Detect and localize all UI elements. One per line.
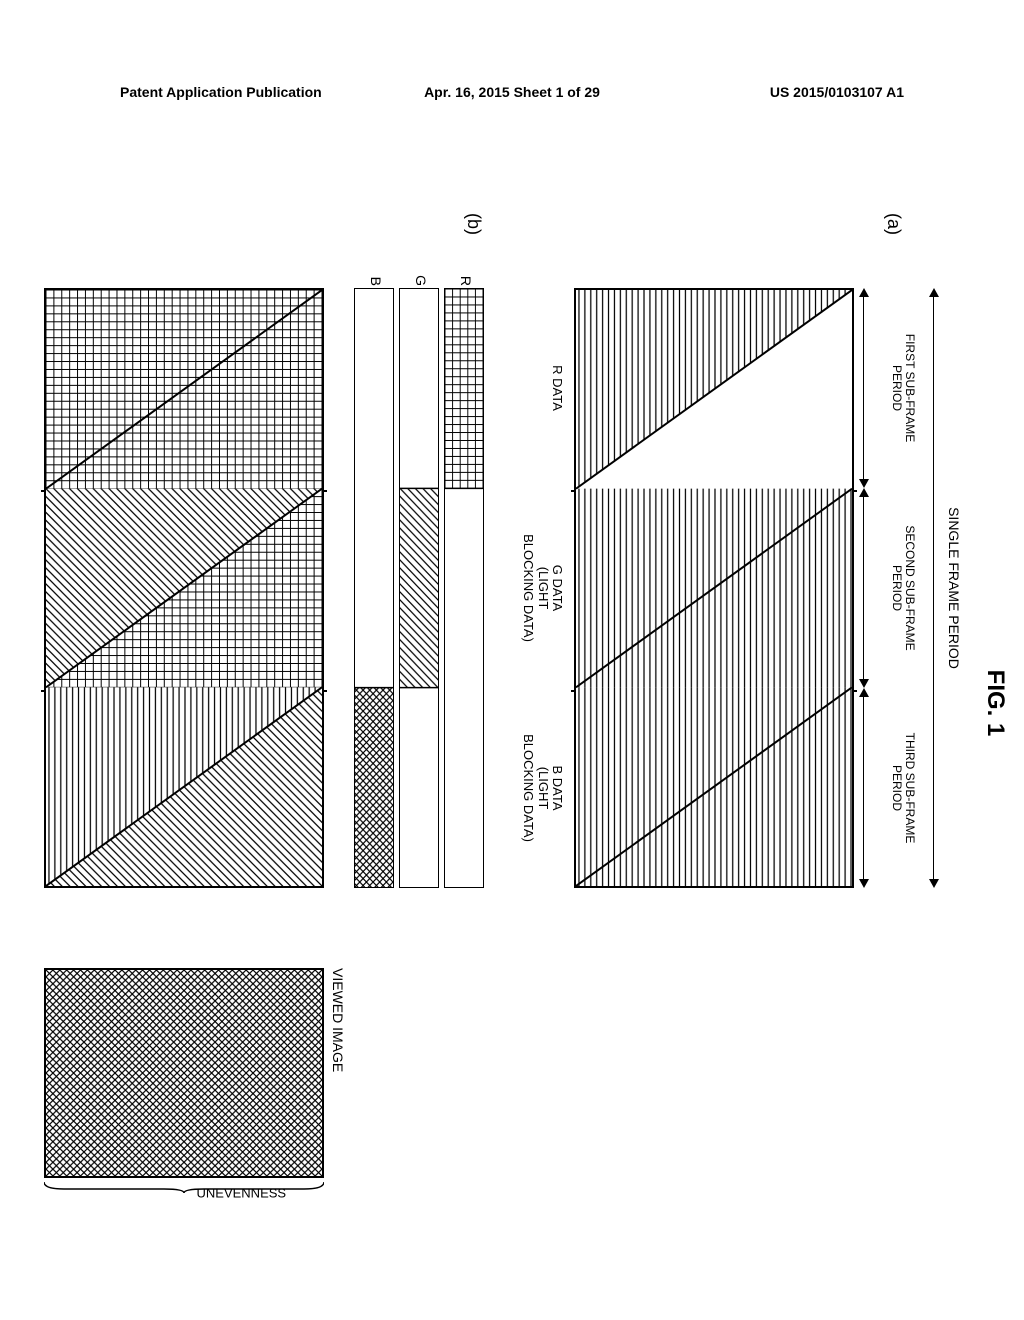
subframe-1-arrow [854,288,874,488]
figure-title: FIG. 1 [981,670,1009,737]
backlight-b-row [354,288,394,888]
header-left: Patent Application Publication [120,84,322,100]
subframe-1-label: FIRST SUB-FRAMEPERIOD [890,288,916,488]
header-center: Apr. 16, 2015 Sheet 1 of 29 [424,84,600,100]
subframe-2-arrow [854,488,874,688]
viewed-image-box [44,968,324,1178]
backlight-r-label: R [458,268,474,286]
backlight-g-label: G [413,268,429,286]
unevenness-label: UNEVENNESS [197,1186,287,1201]
panel-b-overlay-diagram [44,288,324,888]
section-b-label: (b) [463,213,484,235]
data-label-r: R DATA [550,288,564,488]
subframe-3-label: THIRD SUB-FRAMEPERIOD [890,688,916,888]
subframe-3-arrow [854,688,874,888]
header-right: US 2015/0103107 A1 [770,84,904,100]
viewed-image-label: VIEWED IMAGE [330,968,346,1072]
backlight-g-row [399,288,439,888]
data-label-b: B DATA(LIGHTBLOCKING DATA) [521,688,564,888]
backlight-b-label: B [368,268,384,286]
figure-wrapper: FIG. 1 (a) (b) SINGLE FRAME PERIOD FIRST… [0,148,1024,1258]
panel-a-writing-diagram [574,288,854,888]
figure-rotated: FIG. 1 (a) (b) SINGLE FRAME PERIOD FIRST… [0,148,1024,1258]
panel-a-svg [576,290,852,886]
frame-period-label: SINGLE FRAME PERIOD [946,288,962,888]
frame-period-arrow [924,288,944,888]
backlight-r-row [444,288,484,888]
data-label-g: G DATA(LIGHTBLOCKING DATA) [521,488,564,688]
section-a-label: (a) [883,213,904,235]
subframe-2-label: SECOND SUB-FRAMEPERIOD [890,488,916,688]
